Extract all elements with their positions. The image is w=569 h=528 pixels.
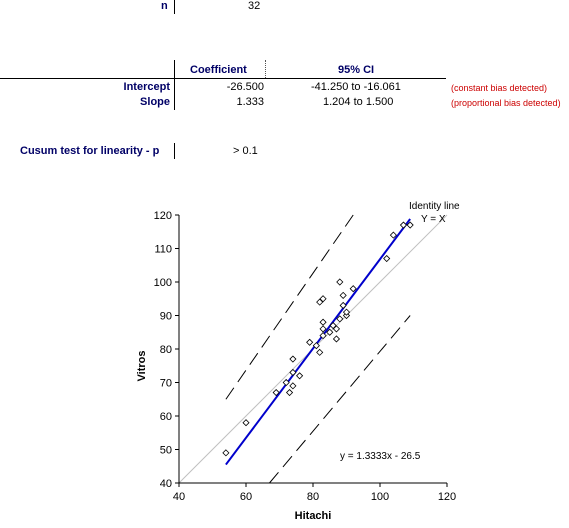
- row-label-intercept: Intercept: [123, 81, 170, 93]
- n-label: n: [161, 0, 168, 12]
- y-axis-label: Vitros: [136, 351, 148, 382]
- data-point: [242, 419, 250, 427]
- data-point: [336, 315, 344, 323]
- data-point: [296, 372, 304, 380]
- data-point: [339, 301, 347, 310]
- y-tick-label: 60: [160, 411, 172, 423]
- regression-line: [225, 218, 411, 466]
- data-point: [312, 342, 320, 350]
- data-point: [319, 318, 327, 326]
- x-axis-label: Hitachi: [295, 510, 332, 522]
- col-header-coefficient: Coefficient: [190, 64, 247, 76]
- slope-note: (proportional bias detected): [451, 98, 561, 108]
- lower-ci-line: [269, 315, 411, 484]
- x-tick-label: 120: [438, 491, 456, 503]
- x-tick-label: 60: [240, 491, 252, 503]
- n-divider: [174, 0, 175, 14]
- n-value: 32: [248, 0, 261, 12]
- x-tick-label: 80: [307, 491, 319, 503]
- data-point: [389, 231, 397, 239]
- data-point: [282, 378, 290, 387]
- data-point: [329, 321, 337, 330]
- y-tick-label: 100: [154, 277, 172, 289]
- data-point: [332, 325, 341, 333]
- data-point: [319, 295, 327, 303]
- identity-line-formula: Y = X: [421, 214, 446, 225]
- data-point: [272, 388, 280, 397]
- data-point: [342, 308, 351, 316]
- data-point: [332, 335, 341, 343]
- data-point: [289, 368, 297, 377]
- y-tick-label: 90: [160, 311, 172, 323]
- intercept-ci: -41.250 to -16.061: [311, 81, 401, 93]
- data-point: [316, 298, 324, 306]
- data-point: [319, 325, 327, 333]
- data-point: [383, 254, 391, 263]
- y-tick-label: 120: [154, 210, 172, 222]
- y-tick-label: 40: [160, 478, 172, 490]
- data-point: [285, 388, 294, 397]
- data-point: [306, 338, 314, 346]
- data-point: [406, 221, 414, 229]
- y-tick-label: 70: [160, 378, 172, 390]
- col-header-ci: 95% CI: [338, 64, 375, 76]
- data-point: [316, 348, 324, 356]
- y-tick-label: 80: [160, 344, 172, 356]
- cusum-value: > 0.1: [233, 145, 258, 157]
- slope-coef: 1.333: [236, 96, 264, 108]
- upper-ci-line: [225, 214, 354, 400]
- data-point: [222, 449, 230, 457]
- data-point: [399, 221, 408, 229]
- data-point: [336, 278, 344, 286]
- y-tick-label: 50: [160, 445, 172, 457]
- intercept-coef: -26.500: [226, 81, 264, 93]
- data-point: [339, 291, 347, 299]
- data-point: [289, 382, 297, 390]
- intercept-note: (constant bias detected): [451, 83, 548, 93]
- table-header-rule: [0, 78, 446, 79]
- cusum-divider: [174, 143, 175, 159]
- row-label-slope: Slope: [140, 96, 170, 108]
- identity-line-label: Identity line: [409, 201, 460, 212]
- x-tick-label: 40: [173, 491, 185, 503]
- y-tick-label: 110: [154, 244, 172, 256]
- data-point: [326, 328, 334, 336]
- data-point: [349, 285, 357, 293]
- data-point: [289, 355, 297, 363]
- slope-ci: 1.204 to 1.500: [323, 96, 394, 108]
- table-col-divider: [265, 60, 266, 78]
- x-tick-label: 100: [371, 491, 389, 503]
- regression-equation: y = 1.3333x - 26.5: [340, 451, 421, 462]
- cusum-label: Cusum test for linearity - p: [20, 145, 160, 157]
- table-row-divider: [174, 60, 175, 110]
- data-point: [319, 332, 327, 340]
